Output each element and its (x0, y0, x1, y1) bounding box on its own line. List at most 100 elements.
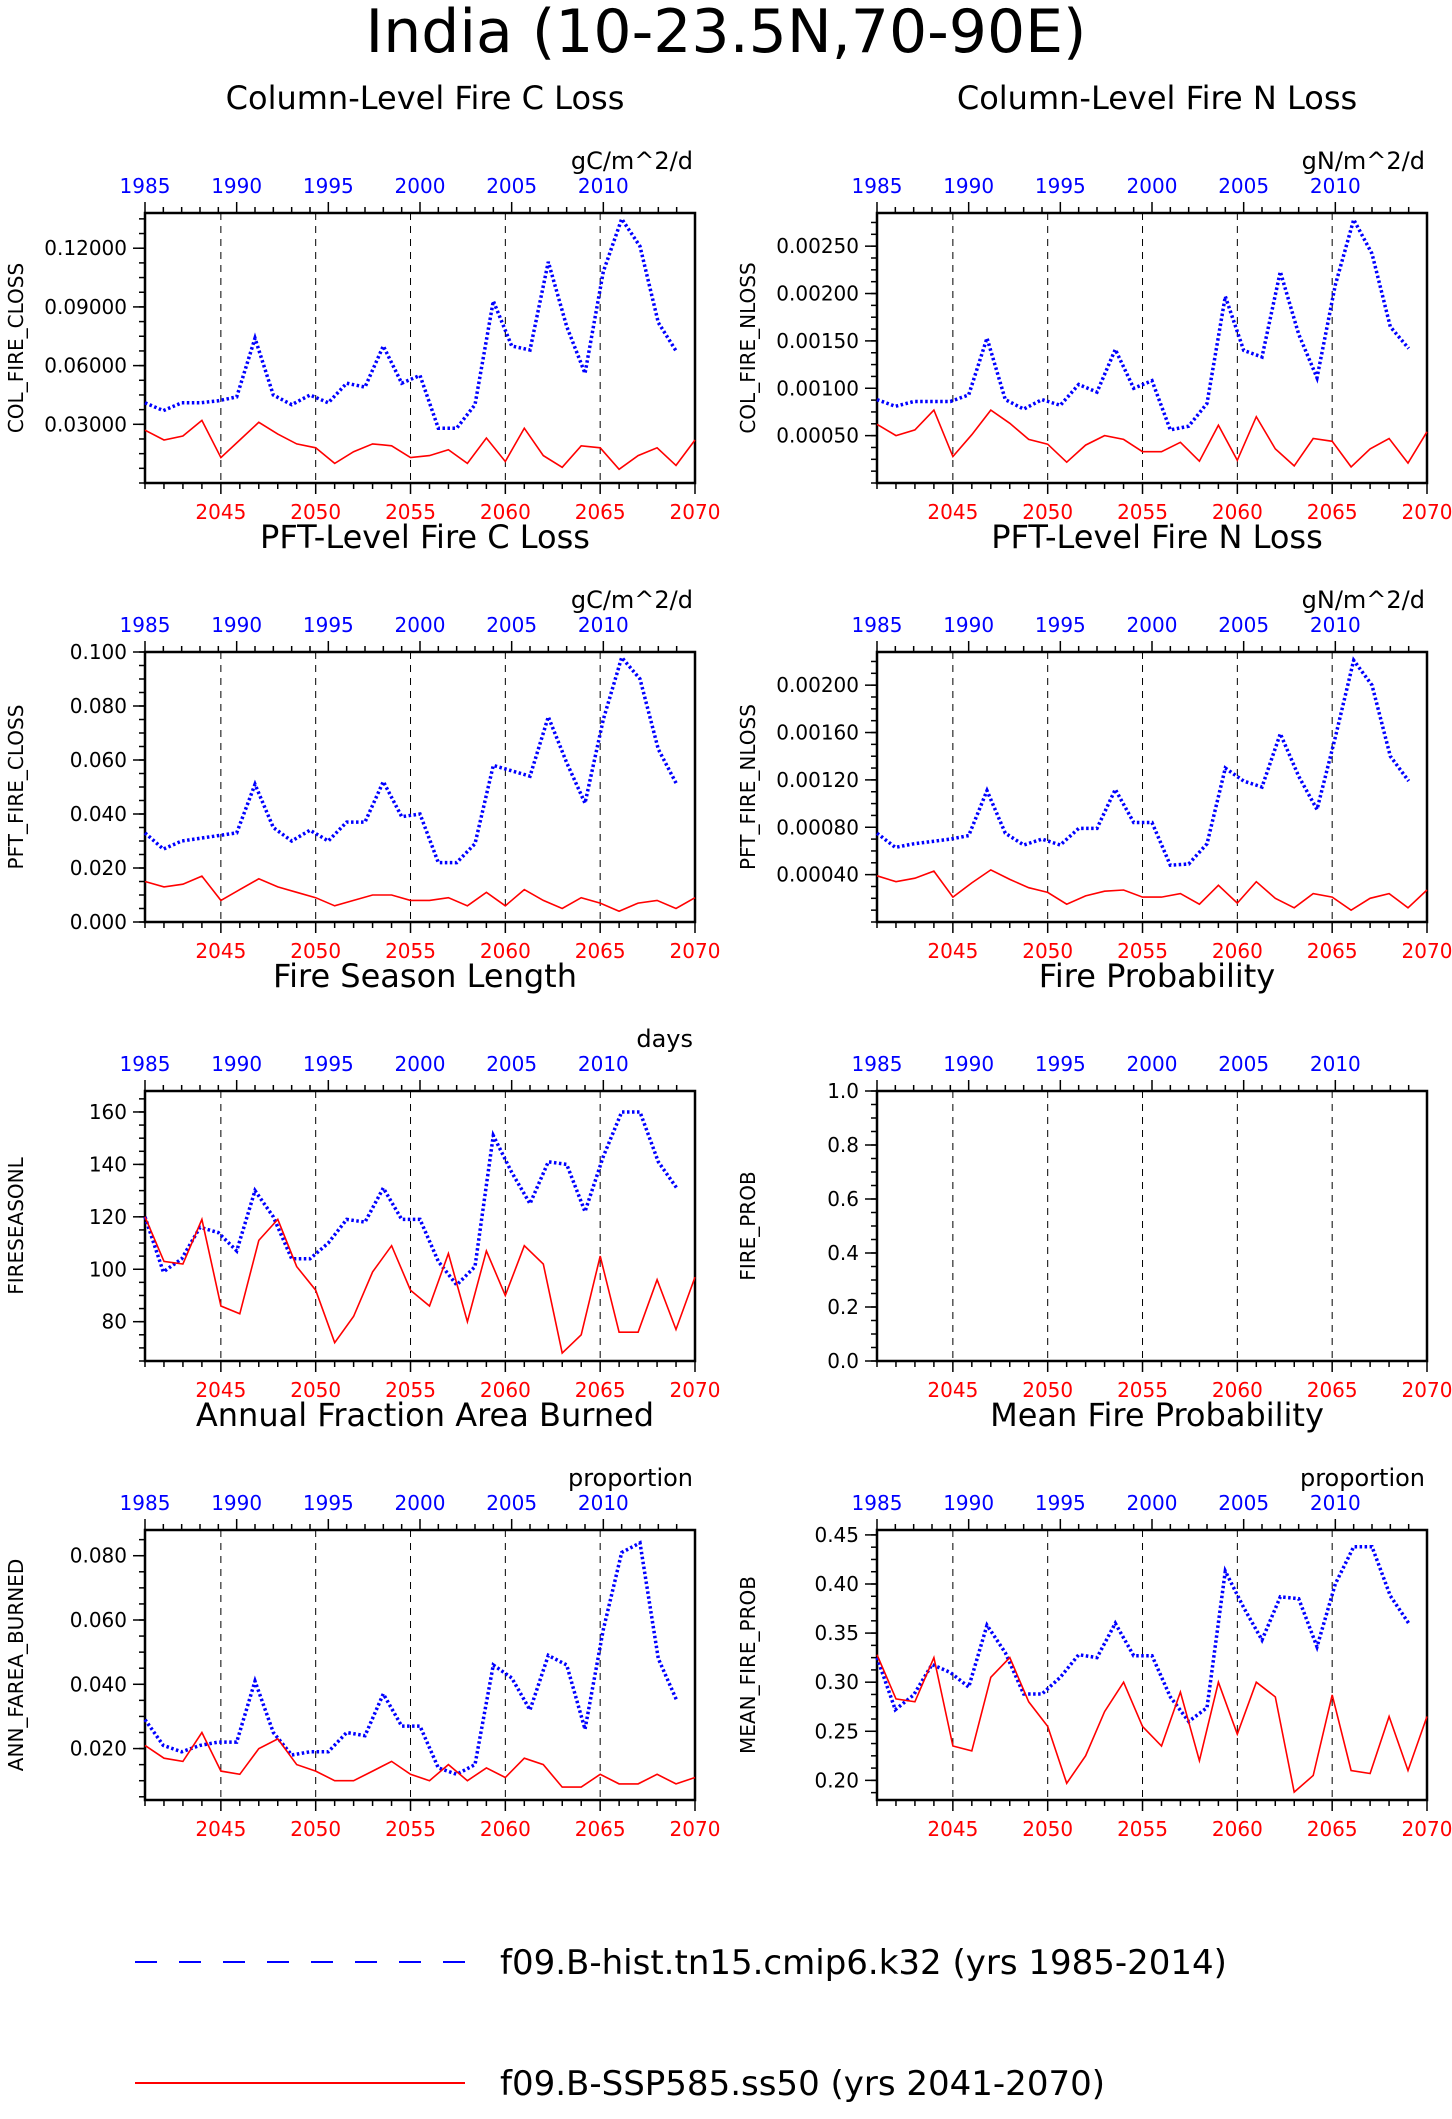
y-tick-label: 160 (89, 1100, 127, 1124)
y-tick-label: 0.060 (70, 1608, 127, 1632)
bottom-tick-label: 2045 (927, 939, 978, 963)
y-axis-label: FIRE_PROB (736, 1171, 760, 1280)
top-tick-label: 1990 (211, 174, 262, 198)
y-tick-label: 0.06000 (44, 354, 127, 378)
y-tick-label: 0.00050 (776, 424, 859, 448)
top-tick-label: 2000 (1127, 613, 1178, 637)
y-tick-label: 0.45 (814, 1523, 859, 1547)
panel-title: Column-Level Fire C Loss (226, 79, 625, 117)
bottom-tick-label: 2055 (1117, 1378, 1168, 1402)
bottom-tick-label: 2070 (670, 1817, 721, 1841)
top-tick-label: 1985 (852, 613, 903, 637)
panels: Column-Level Fire C Loss gC/m^2/d COL_FIRE… (4, 79, 1452, 1841)
bottom-tick-label: 2065 (1307, 1817, 1358, 1841)
y-tick-label: 0.060 (70, 748, 127, 772)
panel-pft-level-fire-n-loss: PFT-Level Fire N Loss gN/m^2/d PFT_FIRE_NL… (736, 518, 1452, 963)
y-tick-label: 0.040 (70, 802, 127, 826)
top-tick-label: 2000 (1127, 1491, 1178, 1515)
bottom-tick-label: 2065 (1307, 939, 1358, 963)
y-tick-label: 80 (102, 1310, 127, 1334)
top-tick-label: 1990 (943, 1491, 994, 1515)
panel-title: Fire Probability (1039, 957, 1275, 995)
bottom-tick-label: 2050 (1022, 1817, 1073, 1841)
panel-units: proportion (1300, 1464, 1425, 1492)
y-axis-label: COL_FIRE_NLOSS (736, 262, 760, 433)
panel-units: gC/m^2/d (571, 586, 693, 614)
y-tick-label: 0.03000 (44, 412, 127, 436)
panel-title: Fire Season Length (273, 957, 577, 995)
y-tick-label: 120 (89, 1205, 127, 1229)
bottom-tick-label: 2070 (670, 500, 721, 524)
top-tick-label: 2005 (1218, 1491, 1269, 1515)
panel-units: gN/m^2/d (1302, 586, 1425, 614)
bottom-tick-label: 2050 (1022, 1378, 1073, 1402)
plot-frame (143, 1089, 697, 1363)
y-tick-label: 0.0 (827, 1349, 859, 1373)
bottom-tick-label: 2050 (1022, 500, 1073, 524)
series-ssp-line (876, 408, 1428, 469)
y-tick-label: 0.25 (814, 1719, 859, 1743)
bottom-tick-label: 2045 (927, 500, 978, 524)
top-tick-label: 1985 (852, 1491, 903, 1515)
y-tick-label: 0.00100 (776, 376, 859, 400)
bottom-tick-label: 2060 (480, 1378, 531, 1402)
bottom-tick-label: 2045 (195, 1817, 246, 1841)
top-tick-label: 2000 (395, 613, 446, 637)
series-ssp-line (144, 419, 696, 471)
bottom-tick-label: 2060 (1212, 1378, 1263, 1402)
y-tick-label: 0.30 (814, 1670, 859, 1694)
bottom-tick-label: 2070 (1402, 500, 1452, 524)
top-tick-label: 1985 (852, 1052, 903, 1076)
bottom-tick-label: 2065 (575, 1378, 626, 1402)
bottom-tick-label: 2055 (385, 1817, 436, 1841)
y-tick-label: 0.2 (827, 1295, 859, 1319)
y-tick-label: 1.0 (827, 1079, 859, 1103)
y-tick-label: 0.00250 (776, 234, 859, 258)
panel-fire-probability: Fire Probability FIRE_PROB 1985 1990 1995 200… (736, 957, 1452, 1402)
bottom-tick-label: 2055 (385, 500, 436, 524)
top-tick-label: 2010 (578, 613, 629, 637)
figure-title: India (10-23.5N,70-90E) (366, 0, 1087, 67)
y-tick-label: 0.020 (70, 1737, 127, 1761)
top-tick-label: 1990 (943, 1052, 994, 1076)
top-tick-label: 1985 (120, 174, 171, 198)
bottom-tick-label: 2045 (927, 1817, 978, 1841)
legend: f09.B-hist.tn15.cmip6.k32 (yrs 1985-2014… (135, 1943, 1227, 2104)
top-tick-label: 2010 (1310, 613, 1361, 637)
series-hist-line (143, 1540, 679, 1777)
top-tick-label: 1995 (1035, 1491, 1086, 1515)
top-tick-label: 1995 (303, 1052, 354, 1076)
top-tick-label: 1990 (943, 174, 994, 198)
top-tick-label: 1990 (211, 1491, 262, 1515)
bottom-tick-label: 2050 (290, 1378, 341, 1402)
top-tick-label: 1990 (211, 613, 262, 637)
top-tick-label: 1995 (1035, 174, 1086, 198)
y-tick-label: 0.40 (814, 1572, 859, 1596)
top-tick-label: 1995 (303, 1491, 354, 1515)
top-tick-label: 1985 (120, 1491, 171, 1515)
series-ssp-line (876, 868, 1428, 912)
plot-frame (143, 1528, 697, 1802)
series-ssp-line (144, 1216, 696, 1355)
top-tick-label: 1995 (303, 613, 354, 637)
bottom-tick-label: 2055 (1117, 939, 1168, 963)
series-ssp-line (876, 1654, 1428, 1794)
bottom-tick-label: 2055 (1117, 500, 1168, 524)
top-tick-label: 2010 (578, 174, 629, 198)
panel-column-level-fire-n-loss: Column-Level Fire N Loss gN/m^2/d COL_FIRE… (736, 79, 1452, 524)
top-tick-label: 2005 (486, 1052, 537, 1076)
top-tick-label: 1990 (211, 1052, 262, 1076)
y-tick-label: 0.00150 (776, 329, 859, 353)
top-tick-label: 1985 (120, 1052, 171, 1076)
top-tick-label: 1995 (1035, 1052, 1086, 1076)
y-tick-label: 100 (89, 1257, 127, 1281)
top-tick-label: 1985 (852, 174, 903, 198)
bottom-tick-label: 2045 (195, 1378, 246, 1402)
series-hist-line (876, 214, 1411, 432)
panel-mean-fire-probability: Mean Fire Probability proportion MEAN_FIRE… (736, 1396, 1452, 1841)
panel-title: Column-Level Fire N Loss (957, 79, 1357, 117)
top-tick-label: 2000 (395, 174, 446, 198)
panel-units: gC/m^2/d (571, 147, 693, 175)
y-tick-label: 0.080 (70, 694, 127, 718)
